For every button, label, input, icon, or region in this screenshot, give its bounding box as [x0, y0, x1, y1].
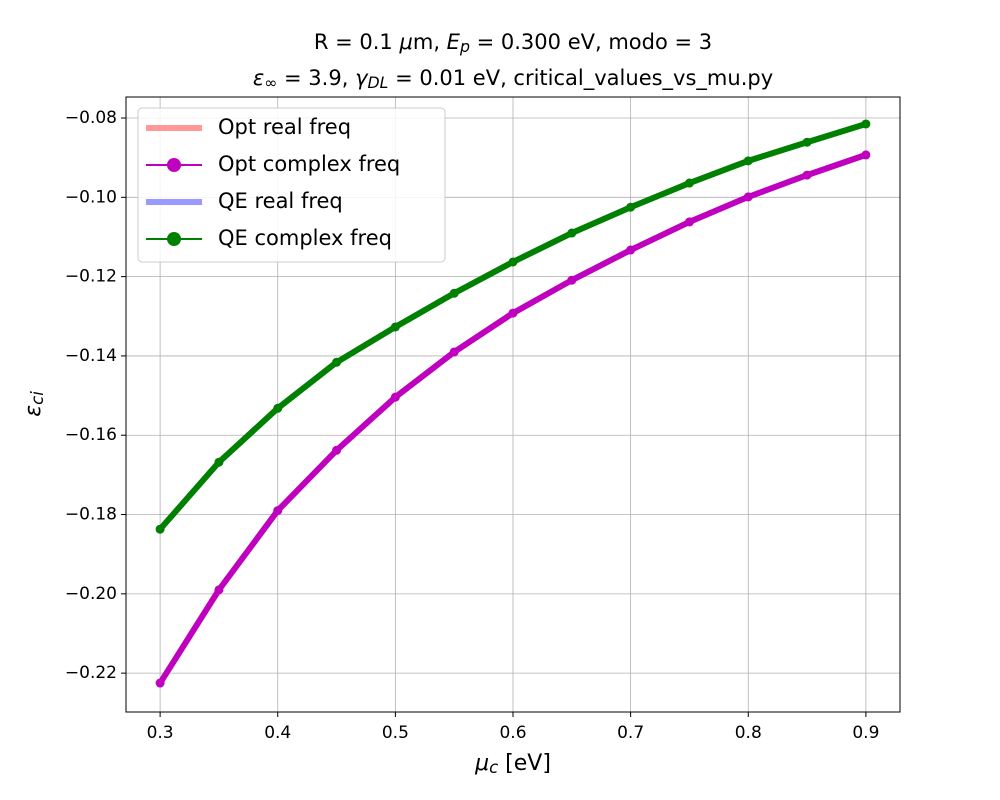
text-segment: p: [459, 37, 470, 56]
text-segment: ci: [28, 391, 47, 405]
y-tick-label: −0.18: [65, 505, 117, 525]
marker: [861, 150, 871, 160]
x-tick-label: 0.3: [147, 723, 174, 743]
marker: [155, 524, 165, 534]
text-segment: γ: [355, 66, 369, 90]
marker: [567, 228, 577, 238]
marker: [390, 392, 400, 402]
text-segment: ε: [21, 405, 46, 417]
marker: [273, 403, 283, 413]
marker: [684, 178, 694, 188]
marker: [332, 357, 342, 367]
marker: [861, 119, 871, 129]
legend-label: QE complex freq: [218, 226, 392, 250]
text-segment: μ: [474, 751, 489, 776]
marker: [802, 170, 812, 180]
marker: [626, 202, 636, 212]
x-tick-label: 0.9: [852, 723, 879, 743]
text-segment: μ: [398, 30, 412, 54]
marker: [449, 288, 459, 298]
marker: [508, 308, 518, 318]
marker: [332, 445, 342, 455]
chart-title: R = 0.1 μm, Ep = 0.300 eV, modo = 3: [314, 30, 712, 56]
legend-label: Opt real freq: [218, 115, 351, 139]
plot-area: [155, 119, 871, 688]
text-segment: = 0.300 eV, modo = 3: [470, 30, 712, 54]
text-segment: R = 0.1: [314, 30, 400, 54]
x-tick-label: 0.8: [735, 723, 762, 743]
marker: [155, 678, 165, 688]
x-tick-label: 0.5: [382, 723, 409, 743]
x-axis-label: μc [eV]: [474, 751, 551, 777]
legend-box: [137, 107, 446, 263]
text-segment: = 0.01 eV, critical_values_vs_mu.py: [388, 66, 773, 91]
marker: [684, 217, 694, 227]
marker: [626, 245, 636, 255]
x-tick-label: 0.4: [264, 723, 291, 743]
marker: [802, 137, 812, 147]
legend-marker: [167, 158, 181, 172]
marker: [449, 347, 459, 357]
marker: [273, 506, 283, 516]
y-tick-label: −0.12: [65, 267, 117, 287]
marker: [508, 257, 518, 267]
y-tick-label: −0.20: [65, 584, 117, 604]
x-tick-label: 0.7: [617, 723, 644, 743]
marker: [567, 275, 577, 285]
x-tick-label: 0.6: [499, 723, 526, 743]
y-tick-label: −0.14: [65, 346, 117, 366]
chart-title: ε∞ = 3.9, γDL = 0.01 eV, critical_values…: [253, 66, 773, 92]
marker: [214, 585, 224, 595]
y-tick-label: −0.16: [65, 425, 117, 445]
text-segment: ε: [253, 66, 264, 90]
text-segment: c: [489, 758, 498, 777]
legend-label: Opt complex freq: [218, 152, 400, 176]
text-segment: E: [447, 30, 461, 54]
legend-label: QE real freq: [218, 189, 343, 213]
legend-marker: [167, 232, 181, 246]
text-segment: ∞: [264, 73, 277, 92]
text-segment: = 3.9,: [277, 66, 355, 90]
text-segment: m,: [413, 30, 447, 54]
marker: [743, 156, 753, 166]
y-tick-label: −0.08: [65, 108, 117, 128]
text-segment: [eV]: [498, 751, 551, 776]
marker: [214, 457, 224, 467]
text-segment: DL: [368, 73, 389, 92]
y-tick-label: −0.10: [65, 187, 117, 207]
marker: [743, 192, 753, 202]
marker: [390, 322, 400, 332]
y-tick-label: −0.22: [65, 663, 117, 683]
y-axis-label: εci: [21, 391, 47, 417]
